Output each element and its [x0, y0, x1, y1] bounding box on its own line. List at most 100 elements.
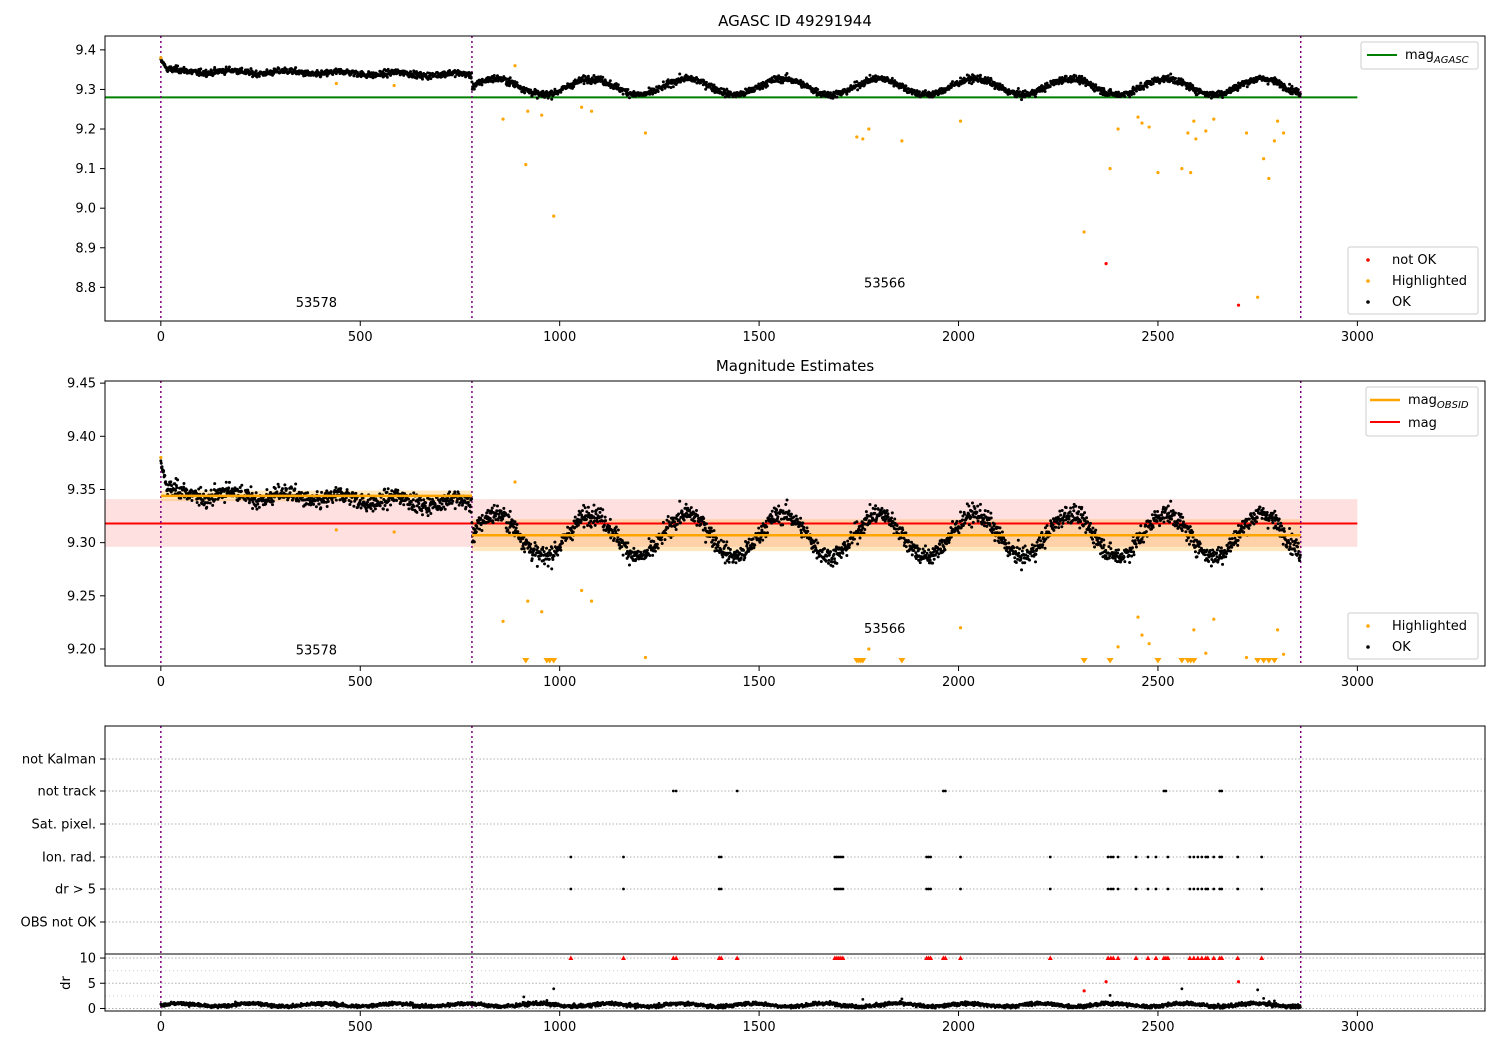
- ok-point: [213, 65, 217, 69]
- ok-point: [955, 519, 959, 523]
- ok-point: [1060, 75, 1064, 79]
- legend-agasc-top: magAGASC: [1360, 41, 1479, 70]
- ok-point: [805, 526, 809, 530]
- ok-point: [1064, 74, 1068, 78]
- highlighted-point: [1116, 127, 1120, 131]
- ok-point: [955, 80, 959, 84]
- ok-point: [515, 522, 519, 526]
- ok-point: [761, 86, 765, 90]
- ok-point: [873, 507, 877, 511]
- ok-point: [625, 545, 629, 549]
- ok-point: [775, 508, 779, 512]
- ok-point: [223, 501, 227, 505]
- ok-point: [1142, 87, 1146, 91]
- ok-point: [160, 465, 164, 469]
- ok-point: [1266, 82, 1270, 86]
- ok-point: [550, 90, 554, 94]
- ok-point: [912, 549, 916, 553]
- ok-point: [472, 87, 476, 91]
- ok-point: [276, 482, 280, 486]
- ok-point: [254, 69, 258, 73]
- y-tick-label: 9.1: [75, 162, 96, 177]
- ok-point: [490, 506, 494, 510]
- highlighted-point: [1212, 117, 1216, 121]
- legend-label-not-ok: not OK: [1392, 253, 1437, 268]
- ok-point: [239, 489, 243, 493]
- highlighted-point: [513, 64, 517, 68]
- highlighted-point: [1140, 121, 1144, 125]
- ok-point: [608, 79, 612, 83]
- ok-point: [1169, 72, 1173, 76]
- ok-point: [460, 497, 464, 501]
- obsid-label: 53566: [864, 276, 905, 291]
- ok-point: [464, 505, 468, 509]
- ok-point: [719, 87, 723, 91]
- ok-point: [604, 79, 608, 83]
- ok-point: [535, 564, 539, 568]
- ok-point: [616, 528, 620, 532]
- ok-point: [787, 509, 791, 513]
- ok-point: [420, 77, 424, 81]
- ok-point: [223, 73, 227, 77]
- ok-point: [224, 65, 228, 69]
- ok-point: [548, 548, 552, 552]
- ok-point: [959, 510, 963, 514]
- x-tick-label: 0: [157, 330, 165, 345]
- ok-point: [957, 531, 961, 535]
- ok-point: [1023, 89, 1027, 93]
- ok-point: [667, 85, 671, 89]
- ok-point: [331, 500, 335, 504]
- ok-point: [602, 523, 606, 527]
- ok-point: [552, 554, 556, 558]
- ok-point: [600, 514, 604, 518]
- ok-point: [543, 562, 547, 566]
- ok-point: [249, 485, 253, 489]
- ok-point: [747, 86, 751, 90]
- ok-point: [868, 502, 872, 506]
- ok-point: [383, 487, 387, 491]
- ok-point: [598, 510, 602, 514]
- ok-point: [265, 68, 269, 72]
- ok-point: [246, 488, 250, 492]
- ok-point: [886, 512, 890, 516]
- y-tick-label: 8.9: [75, 241, 96, 256]
- ok-point: [345, 488, 349, 492]
- ok-point: [627, 96, 631, 100]
- ok-point: [519, 539, 523, 543]
- ok-point: [250, 491, 254, 495]
- ok-point: [546, 96, 550, 100]
- ok-point: [1043, 90, 1047, 94]
- ok-point: [407, 507, 411, 511]
- legend-label-highlighted: Highlighted: [1392, 274, 1467, 289]
- highlighted-point: [392, 83, 396, 88]
- ok-point: [297, 499, 301, 503]
- ok-point: [742, 548, 746, 552]
- ok-point: [1045, 81, 1049, 85]
- highlighted-point: [855, 135, 859, 139]
- ok-point: [659, 538, 663, 542]
- ok-point: [348, 502, 352, 506]
- ok-point: [765, 525, 769, 529]
- ok-point: [873, 511, 877, 515]
- ok-point: [582, 525, 586, 529]
- ok-point: [863, 528, 867, 532]
- ok-point: [666, 514, 670, 518]
- ok-point: [852, 537, 856, 541]
- ok-point: [412, 491, 416, 495]
- ok-point: [799, 516, 803, 520]
- ok-point: [213, 482, 217, 486]
- ok-point: [757, 526, 761, 530]
- highlighted-point: [1108, 167, 1112, 171]
- ok-point: [300, 491, 304, 495]
- ok-point: [806, 529, 810, 533]
- ok-point: [553, 540, 557, 544]
- highlighted-point: [1147, 125, 1151, 129]
- ok-point: [717, 87, 721, 91]
- ok-point: [832, 552, 836, 556]
- ok-point: [495, 504, 499, 508]
- ok-point: [696, 514, 700, 518]
- ok-point: [959, 76, 963, 80]
- ok-point: [422, 498, 426, 502]
- ok-point: [580, 509, 584, 513]
